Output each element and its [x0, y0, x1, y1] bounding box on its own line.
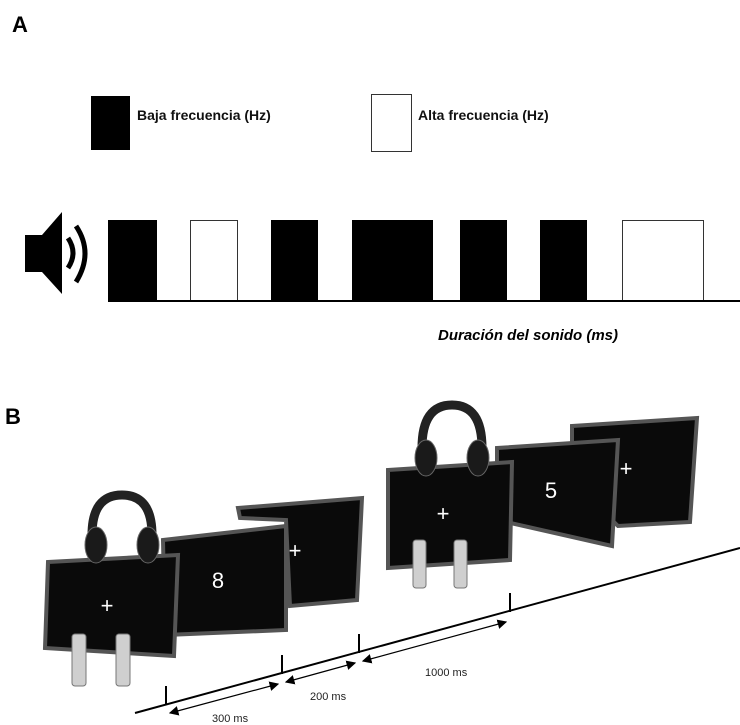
legend-swatch — [91, 96, 130, 150]
figure: A Baja frecuencia (Hz) Alta frecuencia (… — [0, 0, 740, 725]
sound-sequence — [108, 220, 740, 301]
interval-label: 300 ms — [212, 713, 249, 725]
legend-label: Baja frecuencia (Hz) — [137, 107, 271, 123]
interval-label: 1000 ms — [425, 667, 468, 679]
speaker-icon — [25, 212, 85, 294]
legend-swatch — [372, 95, 412, 152]
panel-label: A — [12, 12, 28, 37]
panel-label: B — [5, 404, 21, 429]
legend-label: Alta frecuencia (Hz) — [418, 107, 549, 123]
screen-text: 5 — [545, 478, 557, 503]
screen-text: + — [289, 538, 302, 563]
interval-label: 200 ms — [310, 691, 347, 703]
screen-text: + — [101, 593, 114, 618]
screen-text: + — [620, 456, 633, 481]
screen-text: + — [437, 501, 450, 526]
axis-label: Duración del sonido (ms) — [438, 327, 618, 344]
screen-text: 8 — [212, 568, 224, 593]
